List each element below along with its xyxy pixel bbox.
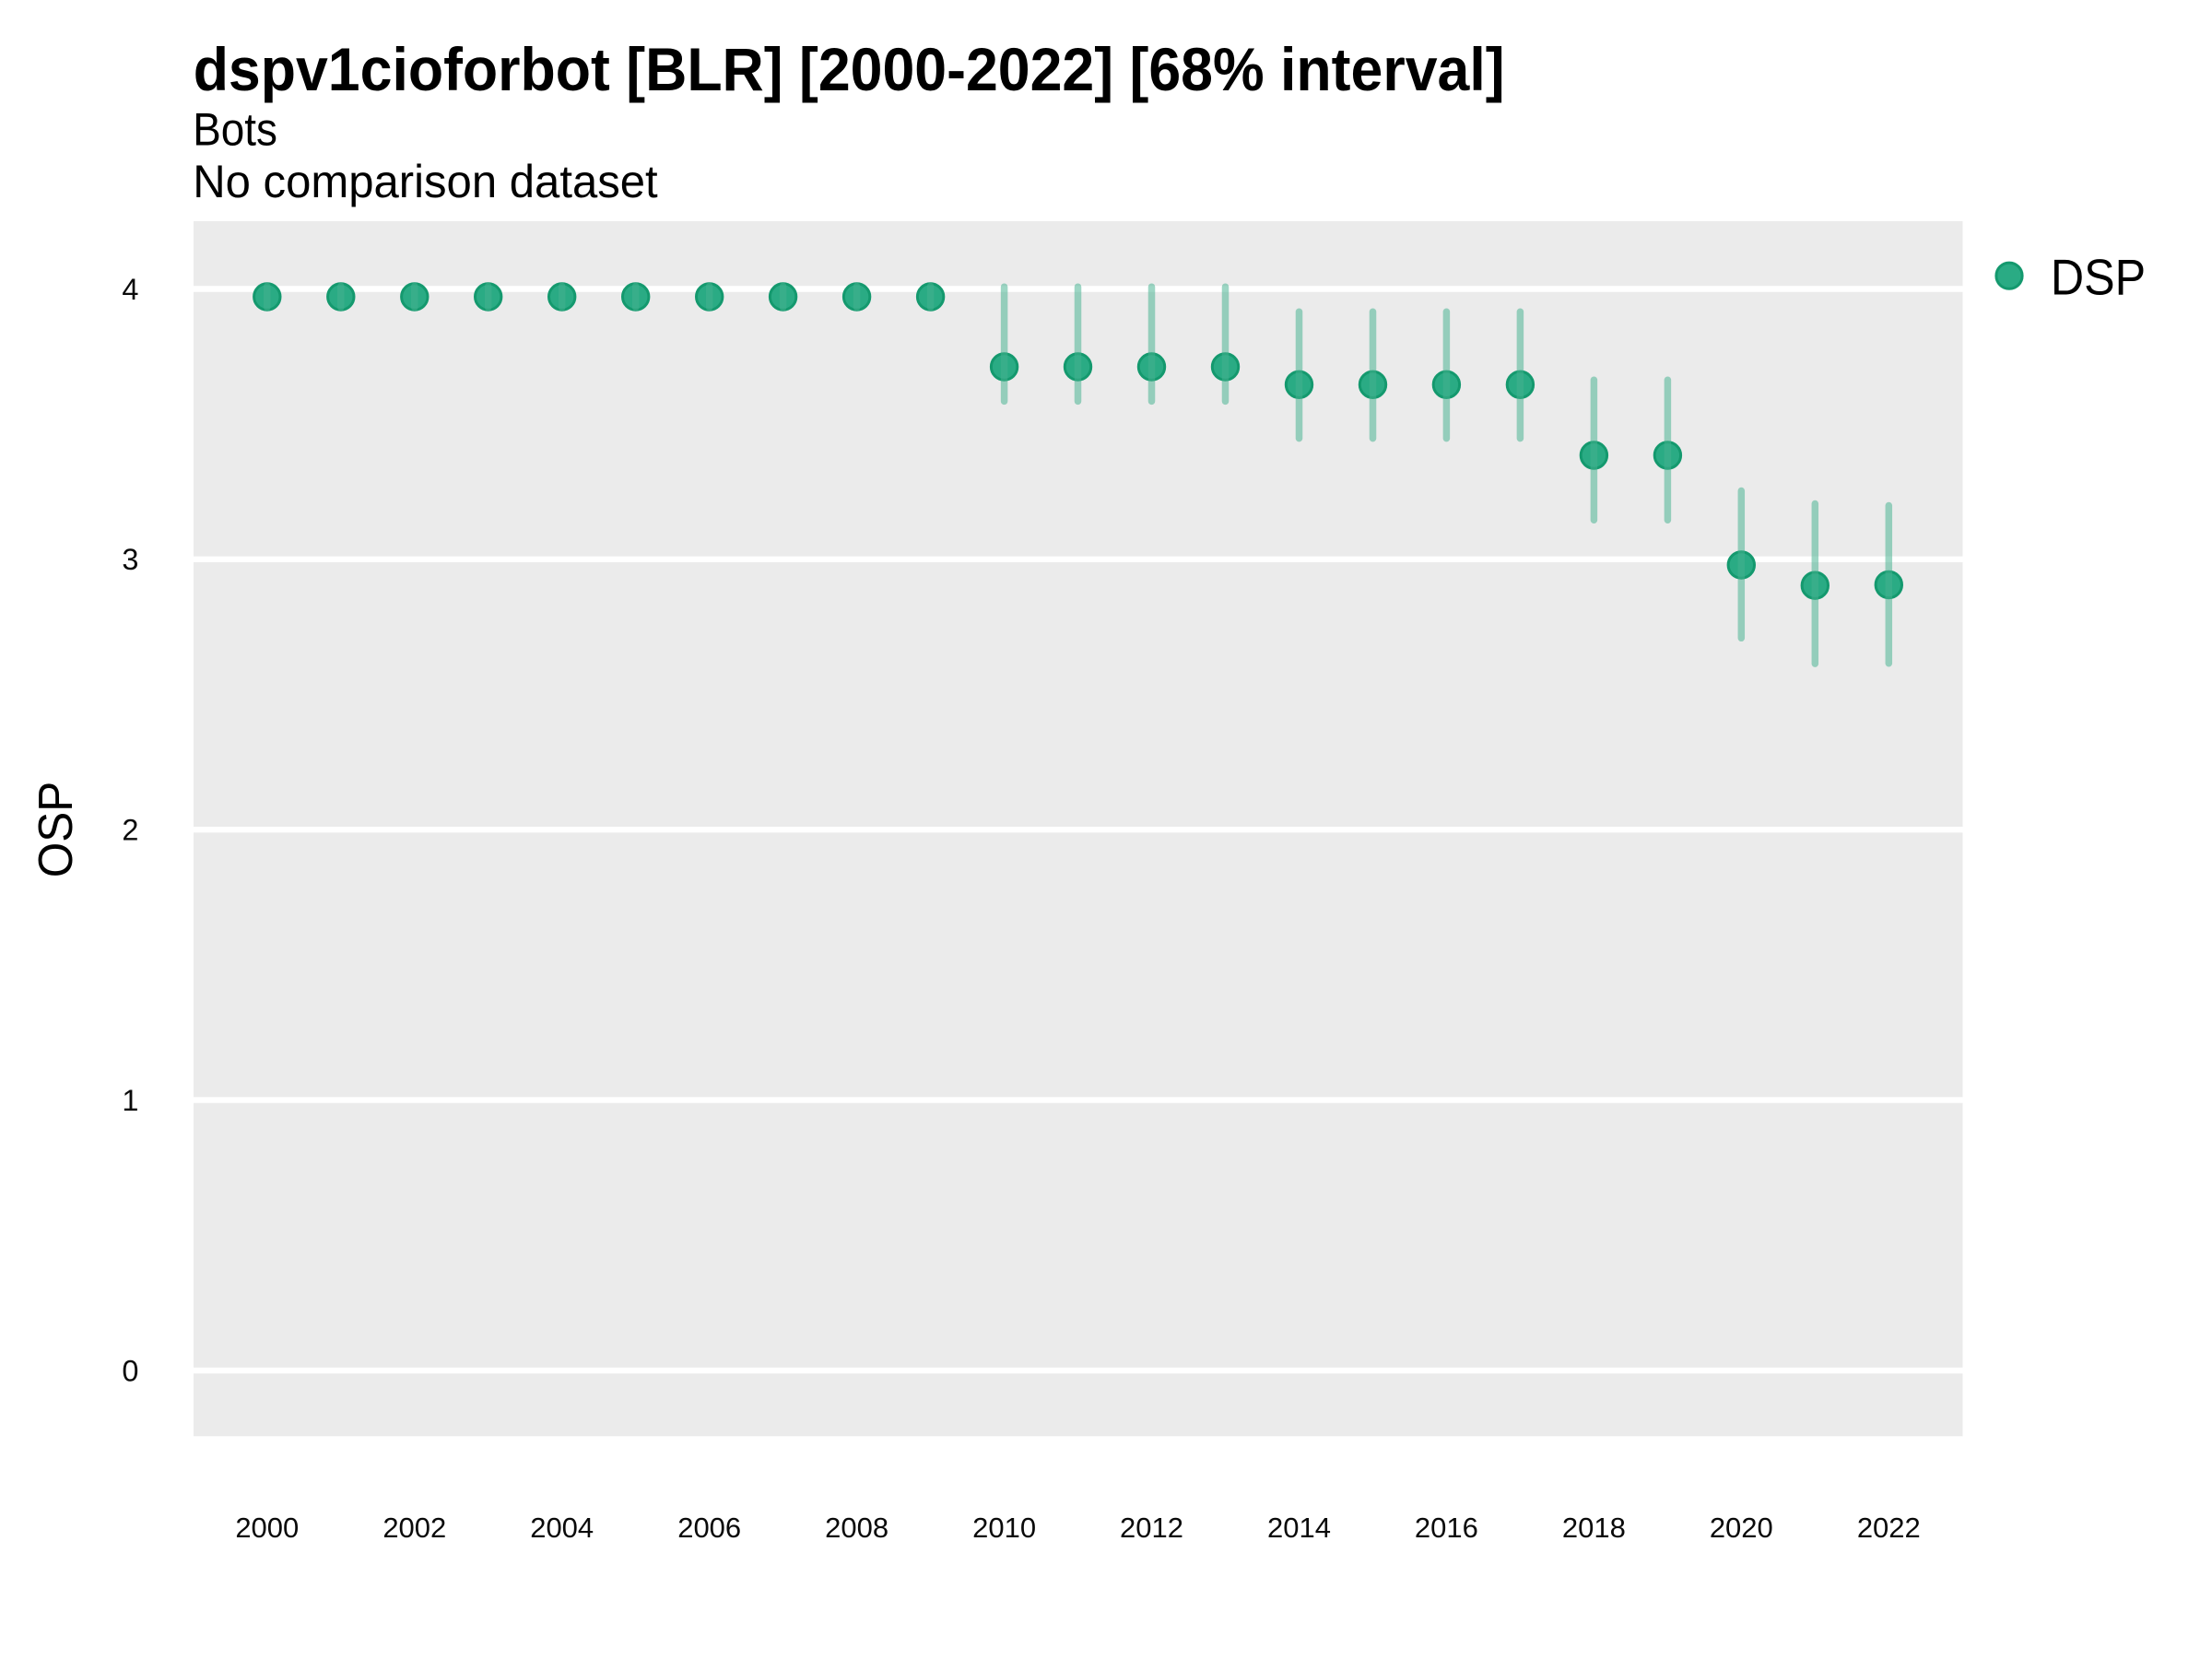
svg-text:2002: 2002 (382, 1512, 446, 1544)
svg-text:2000: 2000 (235, 1512, 299, 1544)
svg-text:2022: 2022 (1857, 1512, 1921, 1544)
svg-text:0: 0 (122, 1354, 138, 1387)
svg-text:2016: 2016 (1415, 1512, 1478, 1544)
svg-text:Bots: Bots (193, 103, 277, 155)
svg-text:2004: 2004 (530, 1512, 594, 1544)
svg-text:OSP: OSP (29, 782, 83, 877)
svg-text:dspv1cioforbot [BLR] [2000-202: dspv1cioforbot [BLR] [2000-2022] [68% in… (194, 35, 1505, 103)
svg-text:2018: 2018 (1562, 1512, 1626, 1544)
svg-text:2020: 2020 (1710, 1512, 1773, 1544)
svg-text:2014: 2014 (1267, 1512, 1331, 1544)
svg-text:No comparison dataset: No comparison dataset (193, 156, 658, 207)
svg-text:3: 3 (122, 543, 138, 576)
svg-text:2: 2 (122, 814, 138, 847)
svg-text:2010: 2010 (972, 1512, 1036, 1544)
svg-text:4: 4 (122, 273, 138, 306)
svg-text:2008: 2008 (825, 1512, 888, 1544)
svg-text:2012: 2012 (1120, 1512, 1183, 1544)
svg-text:1: 1 (122, 1084, 138, 1117)
svg-text:DSP: DSP (2051, 249, 2146, 306)
svg-text:2006: 2006 (677, 1512, 741, 1544)
